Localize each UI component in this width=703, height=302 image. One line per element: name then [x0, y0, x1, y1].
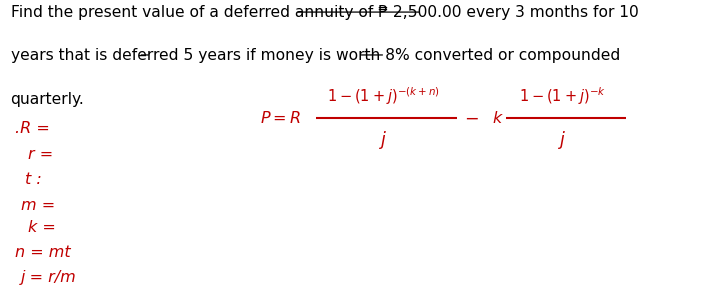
Text: k =: k = [28, 220, 56, 235]
Text: $-$: $-$ [464, 109, 478, 127]
Text: m =: m = [21, 198, 56, 213]
Text: $\mathit{P = R}$: $\mathit{P = R}$ [260, 110, 301, 126]
Text: quarterly.: quarterly. [11, 92, 84, 107]
Text: $\mathit{1-(1+j)^{-k}}$: $\mathit{1-(1+j)^{-k}}$ [519, 86, 606, 108]
Text: .R =: .R = [15, 121, 50, 136]
Text: Find the present value of a deferred annuity of ₱ 2,500.00 every 3 months for 10: Find the present value of a deferred ann… [11, 5, 638, 20]
Text: $\mathit{1-(1+j)^{-(k+n)}}$: $\mathit{1-(1+j)^{-(k+n)}}$ [327, 86, 439, 108]
Text: $\mathit{j}$: $\mathit{j}$ [379, 130, 387, 151]
Text: j = r/m: j = r/m [21, 270, 77, 285]
Text: r =: r = [28, 146, 53, 162]
Text: years that is deferred 5 years if money is worth 8% converted or compounded: years that is deferred 5 years if money … [11, 48, 620, 63]
Text: t :: t : [25, 172, 41, 187]
Text: n = mt: n = mt [15, 245, 71, 260]
Text: $\mathit{k}$: $\mathit{k}$ [492, 110, 504, 126]
Text: $\mathit{j}$: $\mathit{j}$ [558, 130, 567, 151]
